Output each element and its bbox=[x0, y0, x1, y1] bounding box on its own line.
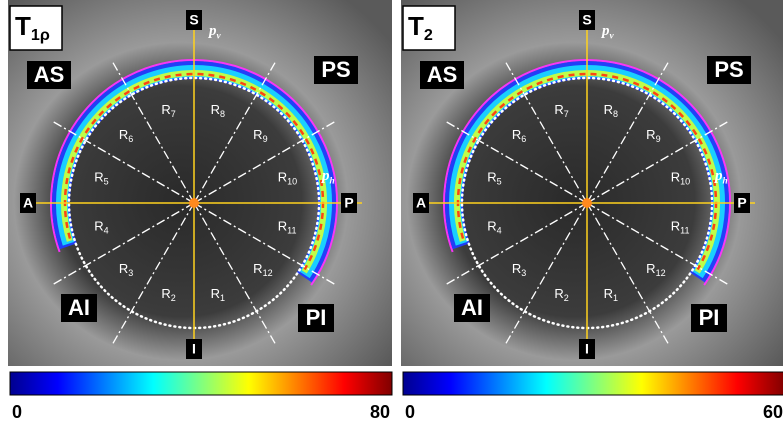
axis-label-right: P bbox=[737, 195, 746, 211]
sector-pi: PI bbox=[699, 305, 720, 330]
point-ph-main: p bbox=[320, 168, 330, 184]
region-number: 3 bbox=[521, 269, 526, 279]
region-prefix: R bbox=[278, 170, 287, 185]
panel-title-sub: 2 bbox=[424, 26, 433, 44]
region-number: 12 bbox=[263, 269, 273, 279]
region-prefix: R bbox=[487, 219, 496, 234]
axis-label-bottom: I bbox=[585, 341, 589, 357]
region-number: 2 bbox=[564, 293, 569, 303]
region-number: 11 bbox=[287, 226, 296, 236]
region-number: 6 bbox=[521, 134, 526, 144]
sector-ai: AI bbox=[68, 295, 90, 320]
colorbar-max: 80 bbox=[370, 402, 390, 422]
region-number: 2 bbox=[171, 293, 176, 303]
region-number: 3 bbox=[128, 269, 133, 279]
region-number: 1 bbox=[613, 293, 618, 303]
point-pv-main: p bbox=[600, 23, 610, 39]
colorbar bbox=[403, 372, 783, 395]
point-ph-main: p bbox=[713, 168, 723, 184]
colorbar-min: 0 bbox=[12, 402, 22, 422]
point-ph-sub: h bbox=[723, 177, 728, 187]
sector-ps: PS bbox=[321, 57, 350, 82]
region-prefix: R bbox=[211, 103, 220, 118]
region-prefix: R bbox=[604, 286, 613, 301]
region-number: 7 bbox=[171, 110, 176, 120]
region-number: 4 bbox=[497, 226, 502, 236]
region-prefix: R bbox=[119, 127, 128, 142]
region-prefix: R bbox=[278, 219, 287, 234]
region-number: 5 bbox=[497, 177, 502, 187]
figure: R1R2R3R4R5R6R7R8R9R10R11R12SIAPASPSAIPIp… bbox=[0, 0, 783, 428]
sector-ai: AI bbox=[461, 295, 483, 320]
region-number: 10 bbox=[287, 177, 297, 187]
region-prefix: R bbox=[554, 286, 563, 301]
region-number: 9 bbox=[656, 134, 661, 144]
colorbar bbox=[10, 372, 392, 395]
region-prefix: R bbox=[604, 103, 613, 118]
colorbar-max: 60 bbox=[763, 402, 783, 422]
region-prefix: R bbox=[211, 286, 220, 301]
panel-title-main: T bbox=[408, 11, 424, 41]
region-prefix: R bbox=[646, 262, 655, 277]
region-prefix: R bbox=[253, 127, 262, 142]
axis-label-bottom: I bbox=[192, 341, 196, 357]
axis-label-left: A bbox=[416, 195, 426, 211]
colorbar-min: 0 bbox=[405, 402, 415, 422]
axis-label-right: P bbox=[344, 195, 353, 211]
point-ph-sub: h bbox=[330, 177, 335, 187]
region-prefix: R bbox=[253, 262, 262, 277]
region-prefix: R bbox=[487, 170, 496, 185]
region-number: 6 bbox=[128, 134, 133, 144]
region-prefix: R bbox=[161, 103, 170, 118]
region-prefix: R bbox=[94, 170, 103, 185]
axis-label-left: A bbox=[23, 195, 33, 211]
region-number: 8 bbox=[220, 110, 225, 120]
region-number: 12 bbox=[656, 269, 666, 279]
center bbox=[189, 198, 199, 208]
region-prefix: R bbox=[119, 262, 128, 277]
region-number: 5 bbox=[104, 177, 109, 187]
axis-label-top: S bbox=[582, 12, 591, 28]
sector-as: AS bbox=[34, 62, 65, 87]
region-number: 8 bbox=[613, 110, 618, 120]
center bbox=[582, 198, 592, 208]
region-number: 7 bbox=[564, 110, 569, 120]
region-prefix: R bbox=[512, 262, 521, 277]
region-number: 9 bbox=[263, 134, 268, 144]
point-pv-main: p bbox=[207, 23, 217, 39]
region-number: 10 bbox=[680, 177, 690, 187]
panel-title-main: T bbox=[15, 11, 31, 41]
region-number: 1 bbox=[220, 293, 225, 303]
region-prefix: R bbox=[554, 103, 563, 118]
region-prefix: R bbox=[671, 170, 680, 185]
region-number: 4 bbox=[104, 226, 109, 236]
axis-label-top: S bbox=[189, 12, 198, 28]
region-prefix: R bbox=[671, 219, 680, 234]
sector-as: AS bbox=[427, 62, 458, 87]
sector-ps: PS bbox=[714, 57, 743, 82]
region-prefix: R bbox=[512, 127, 521, 142]
region-prefix: R bbox=[646, 127, 655, 142]
panel-title-sub: 1ρ bbox=[31, 26, 50, 44]
region-number: 11 bbox=[680, 226, 689, 236]
region-prefix: R bbox=[161, 286, 170, 301]
sector-pi: PI bbox=[306, 305, 327, 330]
region-prefix: R bbox=[94, 219, 103, 234]
